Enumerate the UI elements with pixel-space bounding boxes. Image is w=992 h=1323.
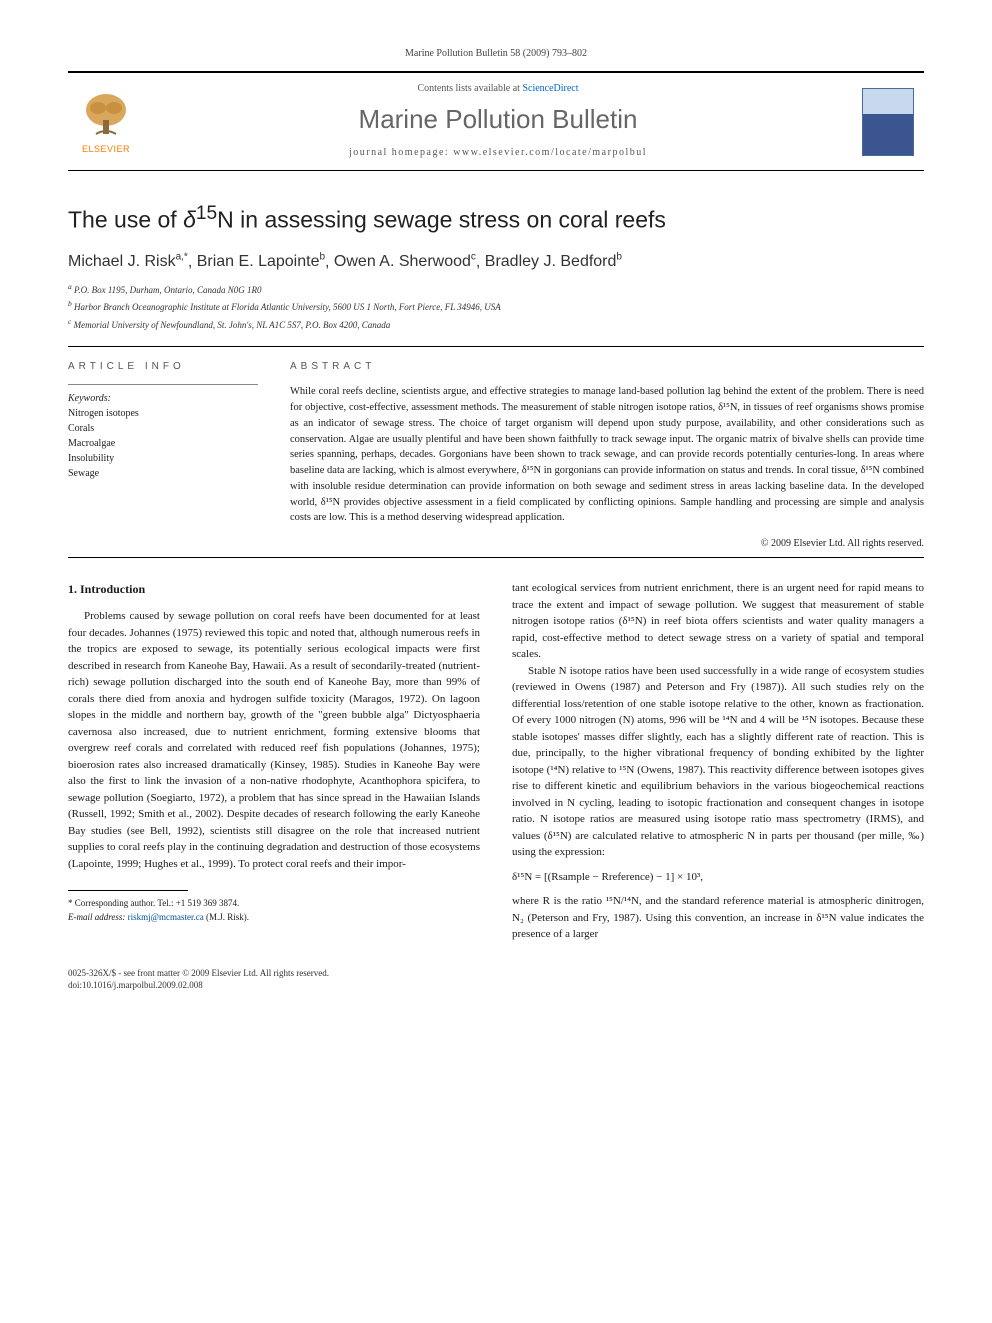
body-paragraph: where R is the ratio ¹⁵N/¹⁴N, and the st… — [512, 893, 924, 943]
article-title: The use of δ15N in assessing sewage stre… — [68, 203, 924, 234]
affiliation-list: a P.O. Box 1195, Durham, Ontario, Canada… — [68, 281, 924, 333]
aff-text: P.O. Box 1195, Durham, Ontario, Canada N… — [74, 285, 262, 295]
homepage-prefix: journal homepage: — [349, 147, 453, 158]
left-column: 1. Introduction Problems caused by sewag… — [68, 580, 480, 943]
equation: δ¹⁵N = [(Rsample − Rreference) − 1] × 10… — [512, 869, 924, 886]
author-aff-marker: a, — [176, 252, 184, 263]
body-columns: 1. Introduction Problems caused by sewag… — [68, 580, 924, 943]
abstract-label: ABSTRACT — [290, 361, 924, 372]
author-corr-marker: * — [184, 252, 188, 263]
cover-thumbnail-block — [852, 73, 924, 170]
contents-available-line: Contents lists available at ScienceDirec… — [156, 83, 840, 94]
aff-marker: c — [68, 317, 71, 326]
author: Michael J. Riska,* — [68, 253, 188, 270]
keywords-label: Keywords: — [68, 393, 258, 404]
info-rule — [68, 384, 258, 385]
journal-header: ELSEVIER Contents lists available at Sci… — [68, 71, 924, 171]
footnotes: * Corresponding author. Tel.: +1 519 369… — [68, 897, 480, 924]
author: Owen A. Sherwoodc — [334, 253, 476, 270]
article-info-column: ARTICLE INFO Keywords: Nitrogen isotopes… — [68, 361, 258, 549]
author-aff-marker: b — [616, 252, 622, 263]
keyword: Sewage — [68, 466, 258, 481]
title-delta: δ — [183, 207, 196, 233]
journal-name: Marine Pollution Bulletin — [156, 104, 840, 135]
journal-cover-icon — [862, 88, 914, 156]
copyright-line: © 2009 Elsevier Ltd. All rights reserved… — [290, 538, 924, 549]
body-paragraph: Problems caused by sewage pollution on c… — [68, 608, 480, 872]
keyword: Insolubility — [68, 451, 258, 466]
abstract-text: While coral reefs decline, scientists ar… — [290, 384, 924, 526]
info-abstract-row: ARTICLE INFO Keywords: Nitrogen isotopes… — [68, 347, 924, 557]
section-heading-intro: 1. Introduction — [68, 580, 480, 598]
author-aff-marker: b — [319, 252, 325, 263]
author-list: Michael J. Riska,*, Brian E. Lapointeb, … — [68, 252, 924, 271]
aff-marker: a — [68, 282, 72, 291]
journal-reference: Marine Pollution Bulletin 58 (2009) 793–… — [68, 48, 924, 59]
keyword: Macroalgae — [68, 436, 258, 451]
elsevier-logo-block: ELSEVIER — [68, 73, 144, 170]
rule — [68, 557, 924, 558]
abstract-column: ABSTRACT While coral reefs decline, scie… — [290, 361, 924, 549]
author-name: Brian E. Lapointe — [197, 253, 320, 270]
author: Brian E. Lapointeb — [197, 253, 325, 270]
homepage-url[interactable]: www.elsevier.com/locate/marpolbul — [453, 147, 647, 158]
author: Bradley J. Bedfordb — [485, 253, 622, 270]
contents-prefix: Contents lists available at — [417, 83, 522, 94]
author-name: Michael J. Risk — [68, 253, 176, 270]
elsevier-label: ELSEVIER — [82, 144, 130, 154]
article-info-label: ARTICLE INFO — [68, 361, 258, 372]
right-column: tant ecological services from nutrient e… — [512, 580, 924, 943]
aff-text: Harbor Branch Oceanographic Institute at… — [74, 302, 501, 312]
email-label: E-mail address: — [68, 912, 125, 922]
doi-line: doi:10.1016/j.marpolbul.2009.02.008 — [68, 979, 924, 992]
email-link[interactable]: riskmj@mcmaster.ca — [128, 912, 204, 922]
sciencedirect-link[interactable]: ScienceDirect — [522, 83, 578, 94]
title-sup: 15 — [196, 203, 217, 224]
journal-homepage-line: journal homepage: www.elsevier.com/locat… — [156, 147, 840, 158]
author-name: Owen A. Sherwood — [334, 253, 471, 270]
body-paragraph: Stable N isotope ratios have been used s… — [512, 663, 924, 861]
author-name: Bradley J. Bedford — [485, 253, 617, 270]
affiliation: c Memorial University of Newfoundland, S… — [68, 316, 924, 333]
affiliation: a P.O. Box 1195, Durham, Ontario, Canada… — [68, 281, 924, 298]
title-post: N in assessing sewage stress on coral re… — [217, 207, 666, 233]
issn-copyright-line: 0025-326X/$ - see front matter © 2009 El… — [68, 967, 924, 980]
footnote-separator — [68, 890, 188, 891]
email-line: E-mail address: riskmj@mcmaster.ca (M.J.… — [68, 911, 480, 925]
affiliation: b Harbor Branch Oceanographic Institute … — [68, 298, 924, 315]
body-paragraph: tant ecological services from nutrient e… — [512, 580, 924, 663]
aff-marker: b — [68, 299, 72, 308]
keyword: Nitrogen isotopes — [68, 406, 258, 421]
author-aff-marker: c — [471, 252, 476, 263]
front-matter-footer: 0025-326X/$ - see front matter © 2009 El… — [68, 967, 924, 992]
header-center: Contents lists available at ScienceDirec… — [144, 73, 852, 170]
aff-text: Memorial University of Newfoundland, St.… — [74, 320, 391, 330]
email-who: (M.J. Risk). — [204, 912, 249, 922]
keyword: Corals — [68, 421, 258, 436]
elsevier-tree-icon — [76, 90, 136, 140]
title-pre: The use of — [68, 207, 183, 233]
corresponding-author-note: * Corresponding author. Tel.: +1 519 369… — [68, 897, 480, 911]
keywords-list: Nitrogen isotopes Corals Macroalgae Inso… — [68, 406, 258, 481]
